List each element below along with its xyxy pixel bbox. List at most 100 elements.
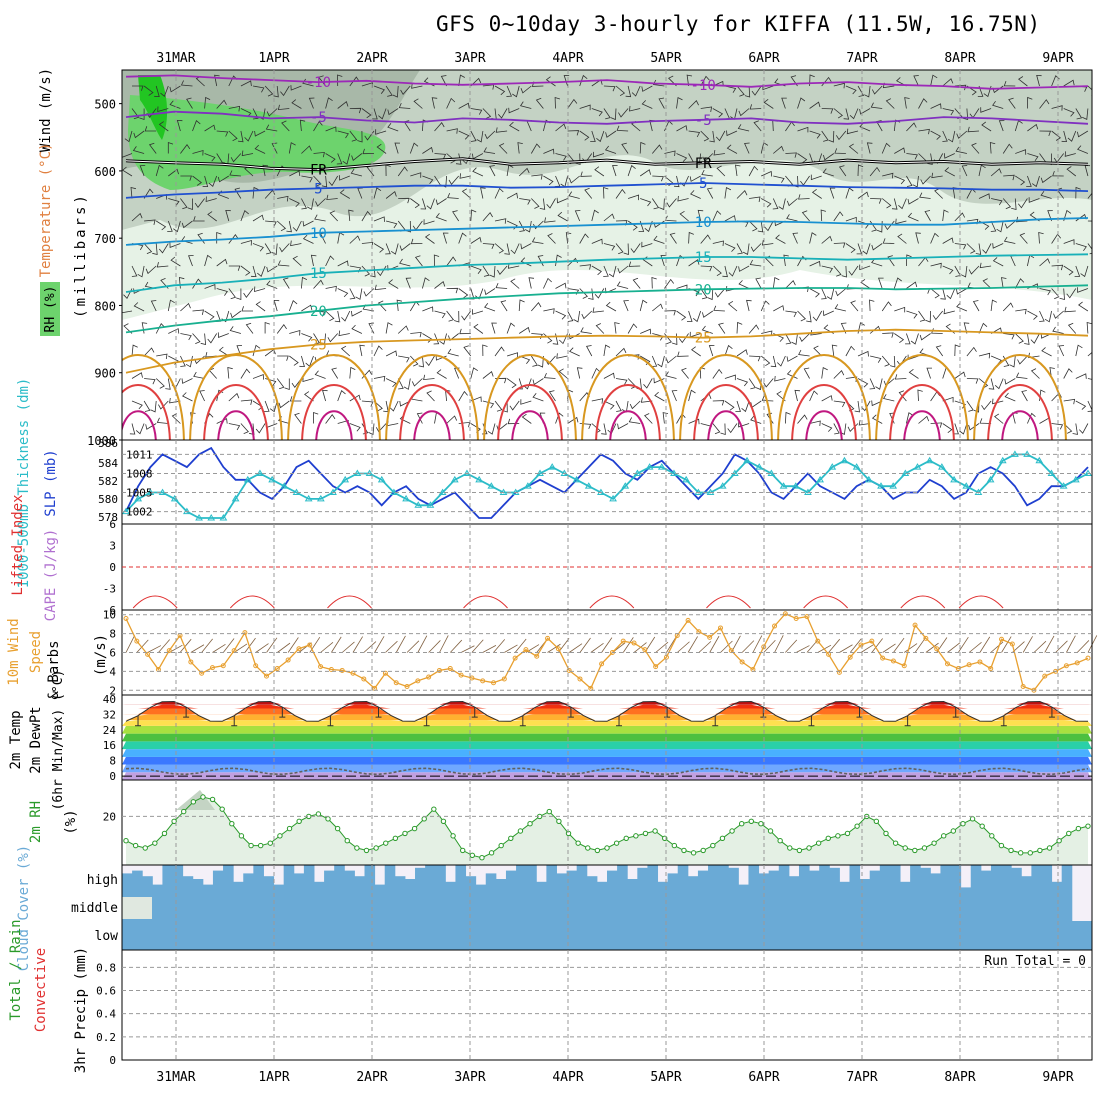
wind-barb <box>639 169 651 177</box>
wind-barb <box>383 400 389 413</box>
wind-speed-point <box>274 666 280 672</box>
wind-barb <box>156 417 169 424</box>
wind-barb <box>255 301 266 312</box>
wind-barb <box>1064 306 1076 313</box>
wind-barb <box>170 256 181 267</box>
wind-barb <box>509 121 520 132</box>
wind-barb <box>835 288 847 297</box>
wind10-units-label: (m/s) <box>93 634 109 676</box>
thickness-marker <box>146 488 155 496</box>
wind-barb <box>835 130 847 141</box>
rh2m-point <box>989 833 995 839</box>
rh2m-point <box>219 806 225 812</box>
wind-barb <box>411 83 423 89</box>
surface-temperature-contour <box>122 410 157 440</box>
wind-barb <box>724 400 735 411</box>
wind-barb <box>1039 288 1051 296</box>
wind-barb <box>736 321 743 334</box>
wind-barb <box>798 194 810 200</box>
wind-barb <box>314 370 326 379</box>
top-date-label: 31MAR <box>156 51 195 66</box>
rh2m-point <box>633 833 639 839</box>
wind-barb <box>809 420 821 427</box>
rh2m-point <box>806 845 812 851</box>
wind-barb <box>615 347 627 357</box>
wind-barb <box>579 233 589 244</box>
wind-barb <box>712 400 725 406</box>
wind-barb <box>640 397 653 403</box>
cloud-bar-high <box>667 873 679 893</box>
thickness-marker <box>718 482 727 489</box>
temp-band <box>122 708 1092 715</box>
wind-barb <box>1087 400 1092 412</box>
wind-barb-10m <box>882 643 896 653</box>
cloud-bar-high <box>748 865 760 893</box>
wind-barb <box>472 167 484 177</box>
wind-barb <box>1008 97 1016 109</box>
precip-tick-label: 0.4 <box>96 1008 116 1021</box>
wind-barb <box>956 288 968 295</box>
wind-barb <box>930 74 938 87</box>
cloud-bar-high <box>647 865 659 893</box>
wind-barb <box>821 108 834 114</box>
wind-barb <box>338 175 350 181</box>
wind-barb <box>292 220 302 232</box>
wind-barb <box>518 167 530 177</box>
wind-barb <box>651 198 660 210</box>
rh2m-point <box>488 850 495 856</box>
wind-barb <box>204 284 216 290</box>
wind-barb <box>373 85 385 94</box>
wind-barb <box>651 276 657 289</box>
wind-barb <box>489 165 496 177</box>
cloud-bar-middle <box>223 893 234 921</box>
rh2m-point <box>1017 850 1024 856</box>
surface-temperature-contour <box>679 354 773 440</box>
wind-barb <box>981 400 992 411</box>
wind-barb-10m <box>968 642 982 653</box>
wind-barb <box>982 278 992 289</box>
cloud-bar-middle <box>273 893 285 921</box>
wind-barb <box>848 265 859 276</box>
wind-barb <box>405 277 412 289</box>
wind-barb <box>821 265 834 273</box>
wind-barb <box>917 389 923 402</box>
wind-barb <box>575 153 581 166</box>
surface-temperature-contour <box>595 384 661 440</box>
top-date-label: 5APR <box>650 51 681 66</box>
cloud-bar-middle <box>1041 893 1053 921</box>
wind-speed-point <box>620 638 626 644</box>
wind-barb <box>833 242 846 248</box>
wind-barb <box>761 240 774 246</box>
wind-barb <box>1087 351 1092 357</box>
slp-tick-label: 1011 <box>126 448 153 461</box>
wind-speed-point <box>134 638 140 644</box>
wind-barb <box>337 288 349 298</box>
wind-barb <box>871 243 883 251</box>
wind-barb <box>482 400 495 409</box>
wind-barb <box>833 423 840 435</box>
wind-barb <box>158 121 169 132</box>
rh2m-point <box>248 842 254 849</box>
wind-speed-point <box>999 636 1005 642</box>
wind-barb-10m <box>417 635 428 653</box>
wind-barb <box>764 220 774 232</box>
wind-barb-10m <box>1066 635 1076 653</box>
wind-barb <box>932 310 944 321</box>
wind-barb <box>168 198 180 206</box>
wind-barb <box>1027 96 1033 109</box>
cloud-bar-low <box>647 921 659 950</box>
cloud-bar-high <box>920 867 931 893</box>
wind-barb <box>506 85 512 97</box>
wind-barb <box>736 190 748 199</box>
wind-barb <box>241 150 254 157</box>
wind-barb <box>866 142 873 154</box>
wind-barb <box>376 143 387 154</box>
rh2m-point <box>960 821 966 827</box>
temp-minmax-marker <box>327 715 334 727</box>
wind-speed-point <box>642 647 648 653</box>
wind-barb <box>528 277 535 289</box>
wind-speed-point <box>469 675 475 681</box>
wind-speed-point <box>1009 641 1015 647</box>
wind-barb <box>857 85 865 97</box>
wind-barb <box>398 197 410 204</box>
